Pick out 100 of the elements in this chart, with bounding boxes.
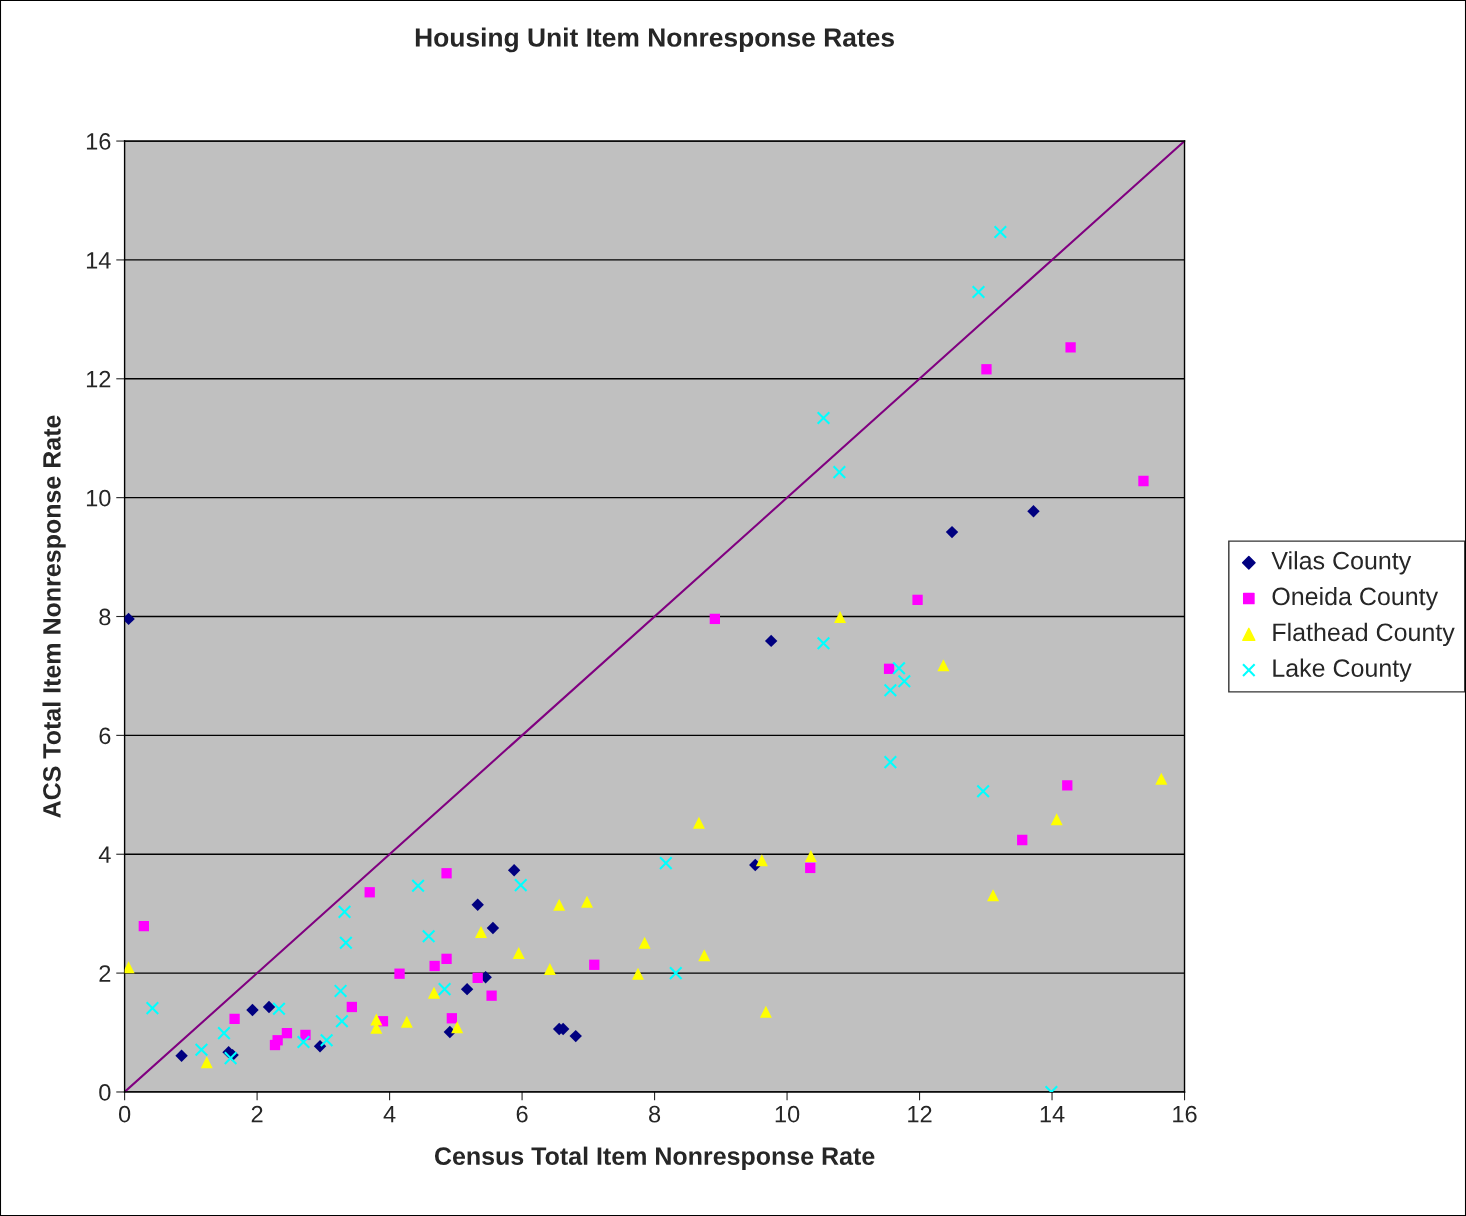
point (631, 967, 645, 980)
point (364, 887, 375, 898)
point (296, 1035, 311, 1049)
point (333, 984, 348, 998)
point (400, 1015, 413, 1028)
point (805, 862, 816, 874)
point (460, 982, 474, 996)
point (446, 1013, 458, 1024)
point (834, 611, 847, 624)
point (1050, 813, 1063, 826)
point (441, 953, 452, 964)
point (472, 972, 483, 984)
point (912, 594, 923, 606)
point (569, 1029, 582, 1043)
point (755, 854, 768, 867)
point (346, 1001, 357, 1013)
point (370, 1013, 383, 1026)
y-tick-label: 2 (99, 965, 111, 982)
x-tick-label: 14 (1040, 1106, 1065, 1123)
y-tick-label: 10 (86, 489, 111, 507)
x-tick-label: 2 (251, 1105, 263, 1123)
point (1065, 342, 1076, 353)
point (124, 961, 135, 974)
point (262, 1000, 276, 1014)
y-tick-label: 0 (99, 1084, 111, 1101)
x-tick-label: 0 (118, 1105, 131, 1123)
point (429, 960, 440, 972)
point (692, 816, 705, 829)
point (300, 1029, 311, 1041)
point (764, 634, 778, 648)
point (816, 411, 831, 425)
point (175, 1049, 188, 1062)
point (507, 864, 521, 877)
x-axis-title: Census Total Item Nonresponse Rate (434, 1146, 875, 1170)
point (883, 663, 895, 674)
legend-label: Oneida County (1272, 586, 1439, 611)
point (892, 661, 906, 676)
x-tick-label: 4 (383, 1106, 396, 1123)
point (200, 1056, 213, 1069)
point (987, 889, 1000, 902)
point (471, 898, 484, 911)
point (437, 982, 452, 996)
point (486, 921, 500, 935)
point (804, 850, 817, 863)
point (335, 1014, 349, 1029)
x-tick-label: 16 (1173, 1105, 1197, 1123)
point (217, 1026, 231, 1040)
point (937, 659, 950, 672)
point (883, 683, 898, 698)
point (883, 755, 898, 769)
y-tick-label: 14 (86, 252, 111, 269)
point (543, 962, 556, 975)
x-tick-label: 8 (649, 1105, 661, 1123)
point (1027, 505, 1040, 518)
point (709, 613, 720, 625)
point (971, 285, 986, 299)
point (816, 636, 831, 651)
point (668, 966, 683, 980)
y-tick-label: 16 (86, 133, 111, 150)
point (1062, 780, 1073, 791)
point (474, 926, 488, 939)
y-tick-label: 12 (86, 370, 111, 388)
point (145, 1001, 160, 1016)
point (319, 1033, 334, 1048)
point (339, 935, 353, 950)
point (427, 986, 440, 999)
point (976, 784, 990, 799)
point (1155, 772, 1168, 785)
point (441, 868, 452, 879)
y-tick-label: 6 (99, 727, 111, 745)
x-tick-label: 10 (775, 1105, 800, 1123)
point (512, 946, 525, 959)
point (486, 990, 497, 1001)
point (421, 929, 436, 944)
point (229, 1013, 240, 1025)
point (272, 1035, 283, 1046)
point (451, 1021, 464, 1034)
y-tick-label: 4 (98, 846, 111, 863)
point (589, 959, 600, 970)
point (138, 921, 149, 932)
point (246, 1003, 259, 1017)
y-tick-label: 8 (99, 608, 111, 626)
y-axis-title: ACS Total Item Nonresponse Rate (42, 415, 66, 818)
point (832, 465, 847, 479)
point (513, 878, 528, 892)
point (993, 225, 1008, 239)
legend-label: Vilas County (1271, 551, 1412, 575)
x-tick-label: 6 (516, 1105, 528, 1123)
point (945, 525, 959, 539)
point (580, 895, 594, 908)
legend-label: Lake County (1273, 658, 1412, 682)
point (897, 674, 912, 689)
point (698, 949, 711, 962)
point (981, 364, 992, 375)
point (759, 1005, 772, 1018)
point (394, 968, 405, 979)
point (1017, 834, 1028, 846)
point (411, 878, 425, 893)
point (281, 1027, 293, 1039)
point (194, 1042, 209, 1057)
